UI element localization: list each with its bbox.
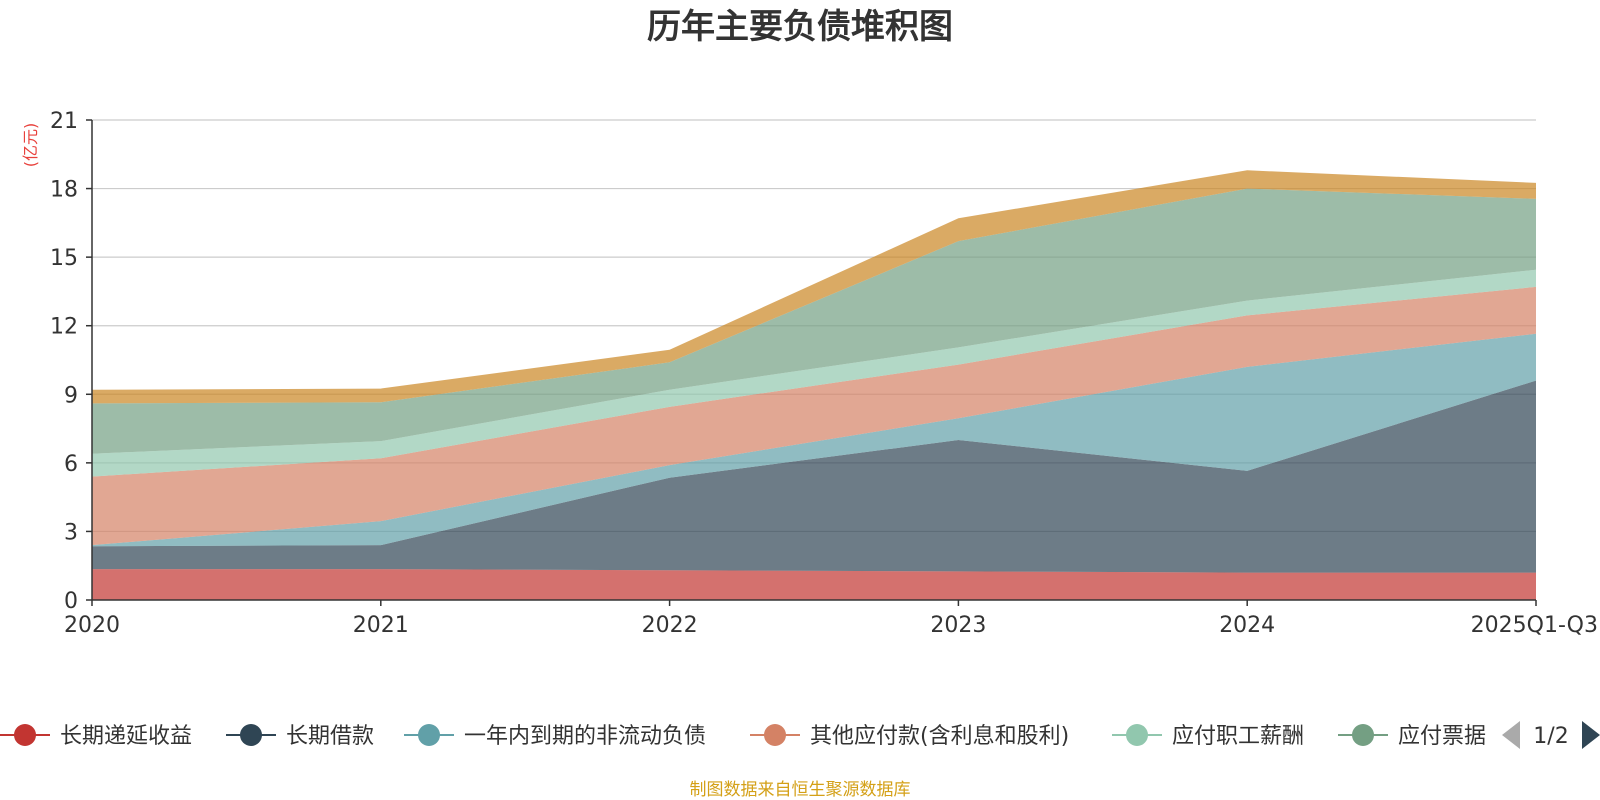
x-tick-label: 2021 [353,613,409,638]
x-axis-ticks: 2020 2021 2022 2023 2024 2025Q1-Q3 [64,600,1598,638]
y-axis-unit-label: (亿元) [21,123,40,168]
legend-marker [1126,724,1148,746]
legend-item[interactable]: 一年内到期的非流动负债 [404,724,706,749]
area-series [92,333,1536,547]
y-tick-label: 0 [64,589,78,614]
legend-item[interactable]: 应付职工薪酬 [1112,724,1304,749]
legend-item[interactable]: 长期递延收益 [0,724,192,749]
legend-marker [418,724,440,746]
legend: 长期递延收益 长期借款 一年内到期的非流动负债 其他应付款(含利息和股利) 应付职工薪酬… [0,724,1486,749]
area-series [92,188,1536,454]
area-series [92,170,1536,404]
triangle-right-icon[interactable] [1582,721,1600,749]
legend-marker [1352,724,1374,746]
legend-label: 长期借款 [286,724,374,749]
legend-item[interactable]: 应付票据 [1338,724,1486,749]
y-tick-label: 15 [50,246,78,271]
y-tick-label: 18 [50,178,78,203]
x-tick-label: 2023 [930,613,986,638]
data-source-note: 制图数据来自恒生聚源数据库 [690,780,911,800]
triangle-left-icon[interactable] [1502,721,1520,749]
legend-label: 应付职工薪酬 [1172,724,1304,749]
x-tick-label: 2024 [1219,613,1275,638]
x-tick-label: 2020 [64,613,120,638]
legend-marker [764,724,786,746]
legend-label: 一年内到期的非流动负债 [464,724,706,749]
x-tick-label: 2022 [642,613,698,638]
legend-pager: 1/2 [1502,721,1600,749]
area-series [92,569,1536,600]
legend-marker [240,724,262,746]
area-series [92,286,1536,546]
y-axis-ticks: 0 3 6 9 12 15 18 21 [50,109,92,614]
legend-marker [14,724,36,746]
area-series [92,380,1536,573]
legend-item[interactable]: 长期借款 [226,724,374,749]
legend-item[interactable]: 其他应付款(含利息和股利) [750,724,1069,749]
legend-label: 其他应付款(含利息和股利) [810,724,1069,749]
y-tick-label: 12 [50,315,78,340]
stacked-areas [92,170,1536,600]
legend-label: 长期递延收益 [60,724,192,749]
y-tick-label: 6 [64,452,78,477]
x-tick-label: 2025Q1-Q3 [1471,613,1598,638]
y-tick-label: 21 [50,109,78,134]
y-tick-label: 3 [64,520,78,545]
chart-title: 历年主要负债堆积图 [647,7,953,47]
y-tick-label: 9 [64,383,78,408]
axes [91,120,1536,601]
legend-page-indicator: 1/2 [1533,724,1568,749]
area-series [92,269,1536,477]
legend-label: 应付票据 [1398,724,1486,749]
